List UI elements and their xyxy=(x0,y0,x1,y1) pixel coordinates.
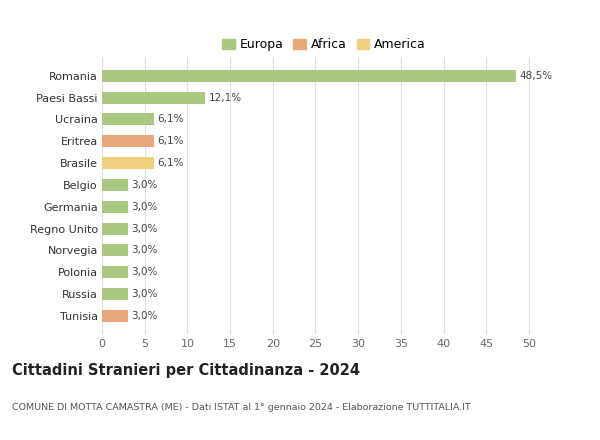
Text: 3,0%: 3,0% xyxy=(131,246,157,255)
Text: 6,1%: 6,1% xyxy=(157,114,184,125)
Bar xyxy=(102,114,154,125)
Text: 12,1%: 12,1% xyxy=(209,92,242,103)
Text: 6,1%: 6,1% xyxy=(157,136,184,146)
Text: 3,0%: 3,0% xyxy=(131,202,157,212)
Bar xyxy=(102,92,205,103)
Bar xyxy=(102,201,128,213)
Bar xyxy=(102,135,154,147)
Text: 3,0%: 3,0% xyxy=(131,289,157,299)
Text: 3,0%: 3,0% xyxy=(131,180,157,190)
Text: 48,5%: 48,5% xyxy=(520,71,553,81)
Text: 3,0%: 3,0% xyxy=(131,311,157,321)
Text: Cittadini Stranieri per Cittadinanza - 2024: Cittadini Stranieri per Cittadinanza - 2… xyxy=(12,363,360,378)
Bar xyxy=(102,310,128,322)
Text: 3,0%: 3,0% xyxy=(131,267,157,277)
Bar xyxy=(102,157,154,169)
Bar xyxy=(102,288,128,300)
Text: 6,1%: 6,1% xyxy=(157,158,184,168)
Text: COMUNE DI MOTTA CAMASTRA (ME) - Dati ISTAT al 1° gennaio 2024 - Elaborazione TUT: COMUNE DI MOTTA CAMASTRA (ME) - Dati IST… xyxy=(12,403,471,411)
Bar xyxy=(102,244,128,257)
Bar xyxy=(102,70,516,82)
Legend: Europa, Africa, America: Europa, Africa, America xyxy=(220,36,428,54)
Bar xyxy=(102,266,128,278)
Bar xyxy=(102,179,128,191)
Bar xyxy=(102,223,128,235)
Text: 3,0%: 3,0% xyxy=(131,224,157,234)
